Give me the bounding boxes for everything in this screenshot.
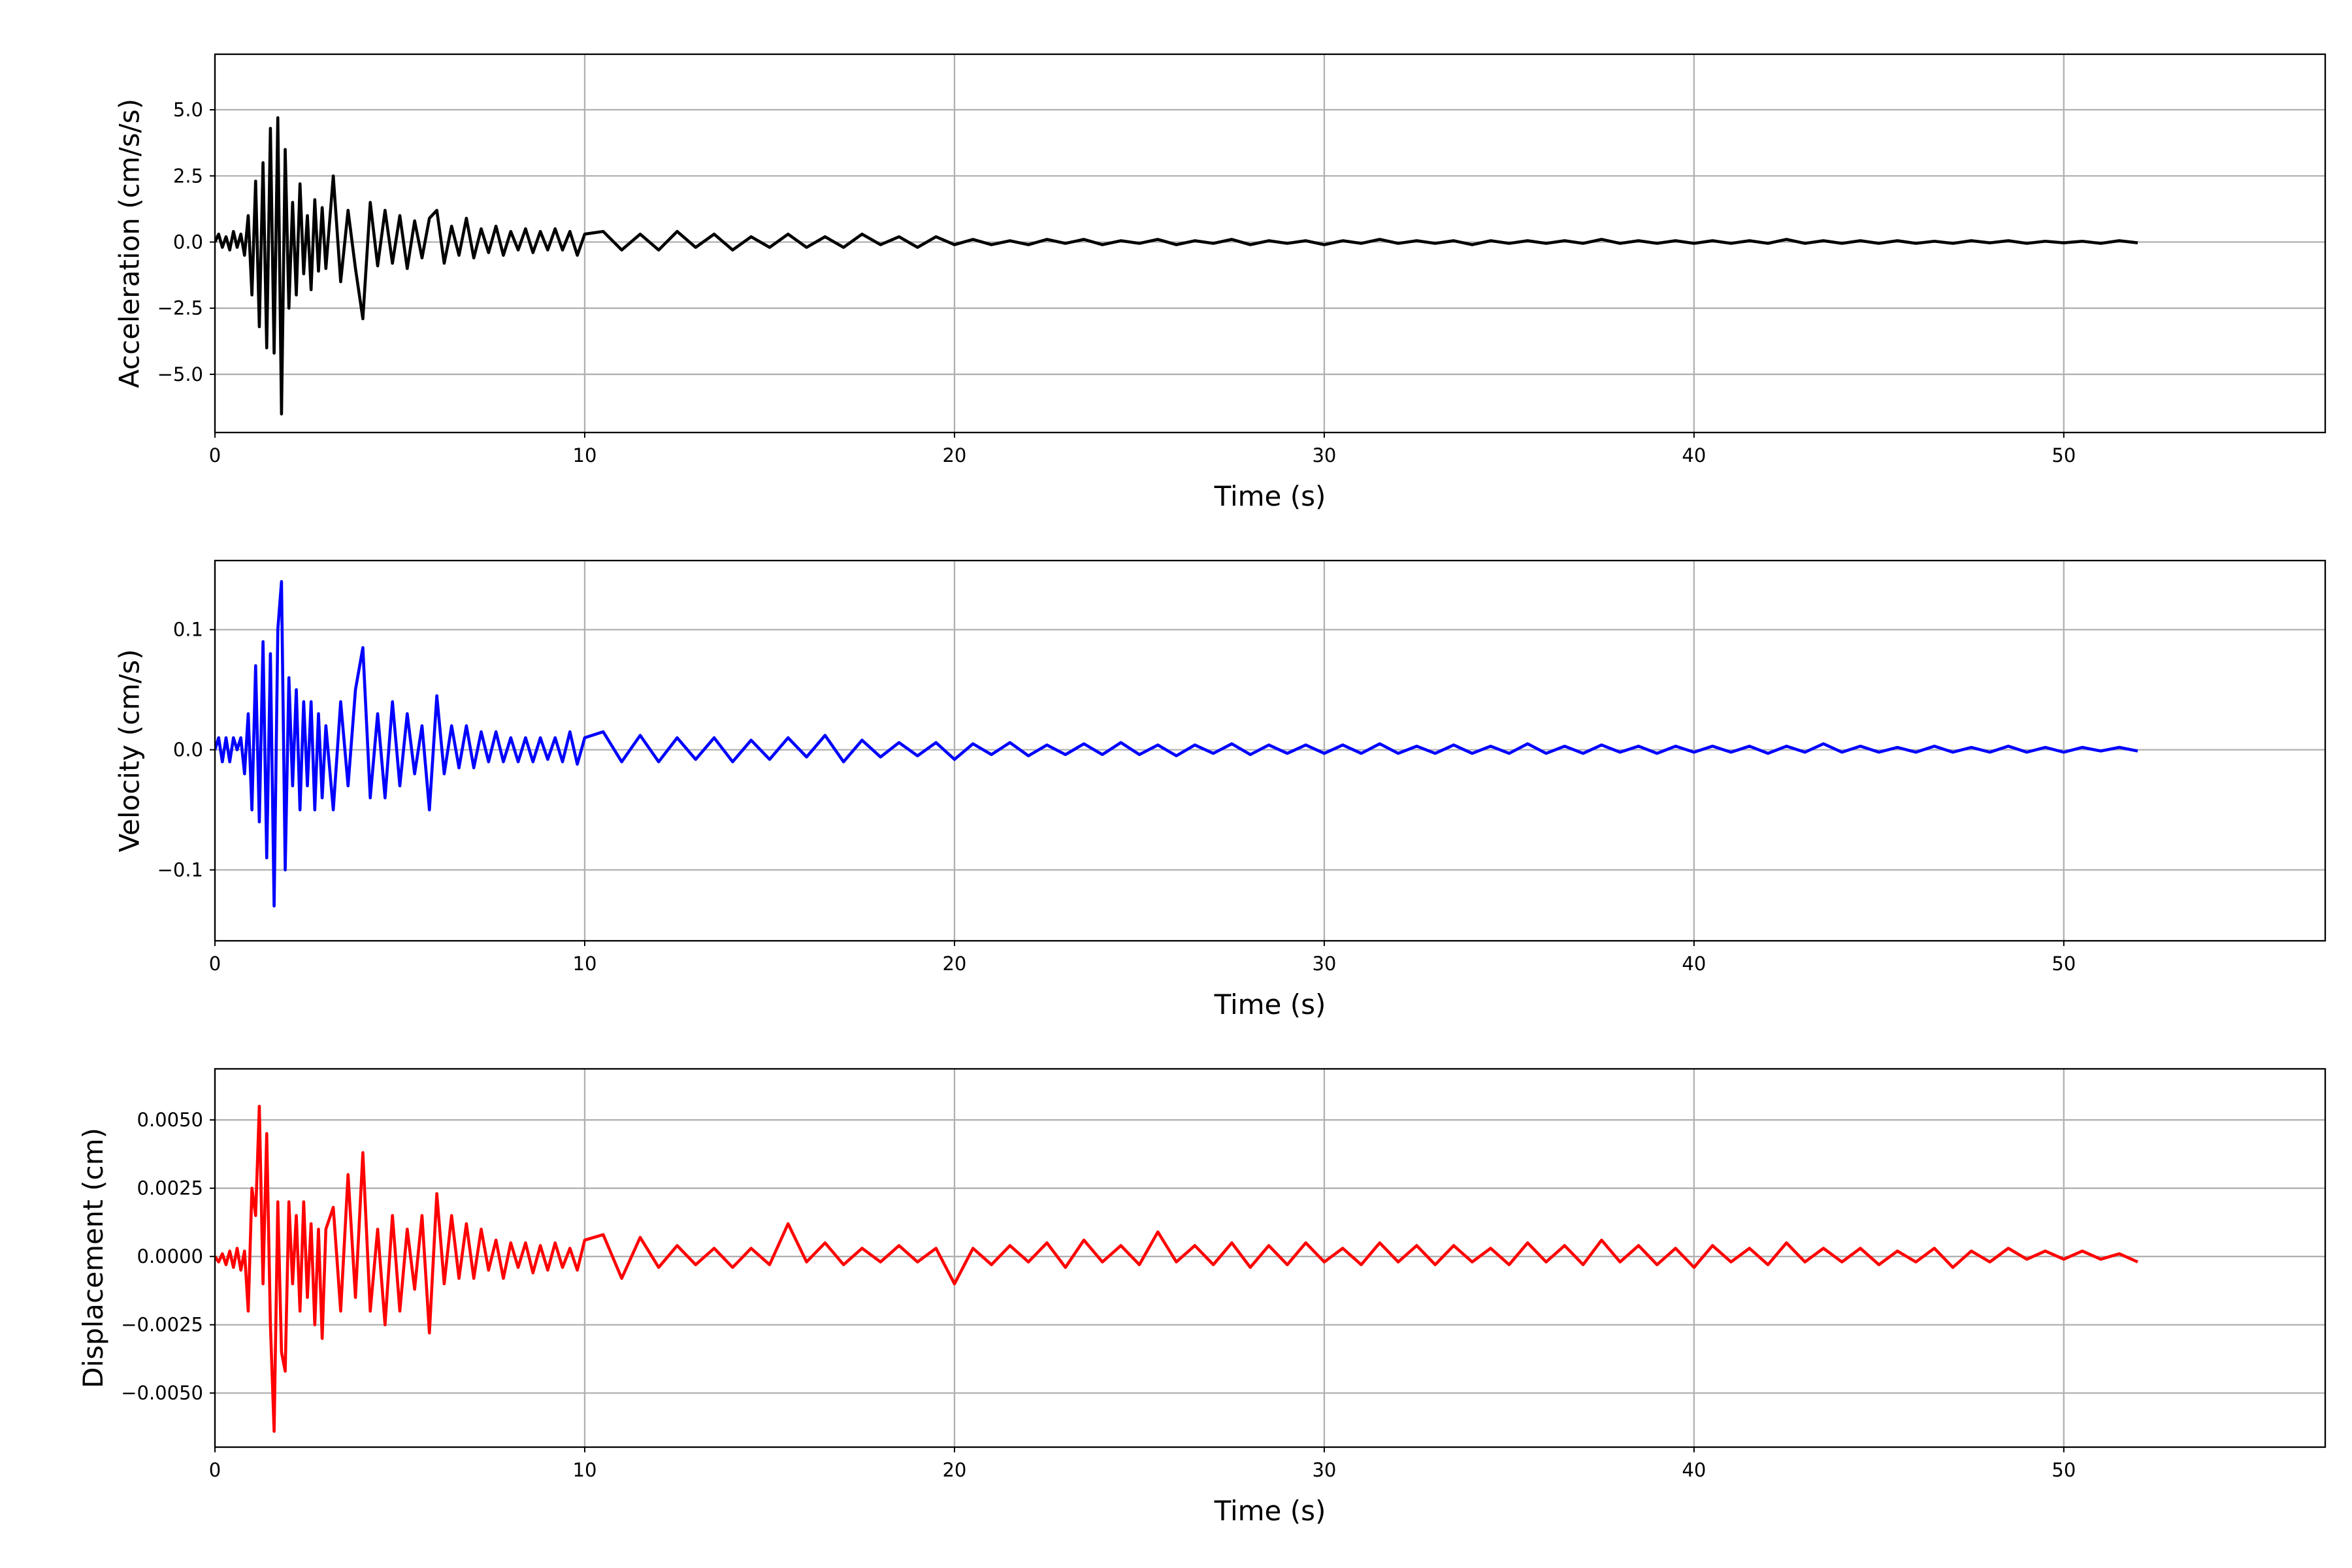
y-tick-label: 2.5: [173, 165, 203, 187]
x-tick-label: 0: [209, 444, 221, 466]
x-axis-label: Time (s): [1214, 988, 1326, 1021]
y-tick-label: −0.0050: [121, 1382, 203, 1404]
x-tick-label: 50: [2051, 444, 2076, 466]
subplot: 0 10 20 30 40 50 −5.0 −2.5 0.0 2.5 5.0 Time (s) Acce…: [114, 53, 2327, 512]
x-tick-label: 40: [1682, 953, 1706, 975]
x-tick-label: 30: [1312, 953, 1336, 975]
plot-area: [215, 580, 2138, 907]
y-axis-label: Velocity (cm/s): [114, 649, 146, 853]
x-tick-label: 50: [2051, 953, 2076, 975]
y-axis-label: Acceleration (cm/s/s): [114, 99, 146, 388]
axes-frame: [214, 559, 2327, 942]
x-tick-label: 10: [573, 953, 597, 975]
y-tick-label: −0.1: [157, 859, 203, 881]
axes-frame: [214, 1068, 2327, 1448]
plot-area: [215, 1104, 2138, 1433]
x-axis-label: Time (s): [1214, 1495, 1326, 1527]
x-tick-label: 50: [2051, 1459, 2076, 1481]
y-tick-label: 5.0: [173, 99, 203, 121]
x-tick-label: 20: [942, 444, 966, 466]
x-axis-label: Time (s): [1214, 480, 1326, 512]
x-tick-label: 20: [942, 1459, 966, 1481]
plot-area: [215, 116, 2138, 416]
x-tick-label: 30: [1312, 1459, 1336, 1481]
signal-line: [215, 580, 2138, 907]
x-tick-label: 30: [1312, 444, 1336, 466]
x-tick-label: 40: [1682, 1459, 1706, 1481]
y-tick-label: −0.0025: [121, 1314, 203, 1336]
y-axis-label: Displacement (cm): [77, 1128, 109, 1388]
y-tick-label: 0.0050: [137, 1109, 203, 1131]
y-tick-label: 0.0: [173, 739, 203, 761]
x-tick-label: 20: [942, 953, 966, 975]
x-tick-label: 0: [209, 953, 221, 975]
y-tick-label: −2.5: [157, 297, 203, 319]
x-tick-label: 10: [573, 444, 597, 466]
y-tick-label: 0.0000: [137, 1245, 203, 1267]
signal-line: [215, 1104, 2138, 1433]
y-tick-label: 0.0025: [137, 1177, 203, 1200]
x-tick-label: 40: [1682, 444, 1706, 466]
x-tick-label: 0: [209, 1459, 221, 1481]
axes-frame: [214, 53, 2327, 434]
y-tick-label: 0.1: [173, 619, 203, 641]
y-tick-label: −5.0: [157, 363, 203, 385]
y-tick-label: 0.0: [173, 231, 203, 253]
subplot: 0 10 20 30 40 50 −0.1 0.0 0.1 Time (s) Velocity (c…: [114, 559, 2327, 1021]
subplot: 0 10 20 30 40 50 −0.0050 −0.0025 0.0000 0.0025 0.0…: [77, 1068, 2327, 1527]
signal-line: [215, 116, 2138, 416]
x-tick-label: 10: [573, 1459, 597, 1481]
